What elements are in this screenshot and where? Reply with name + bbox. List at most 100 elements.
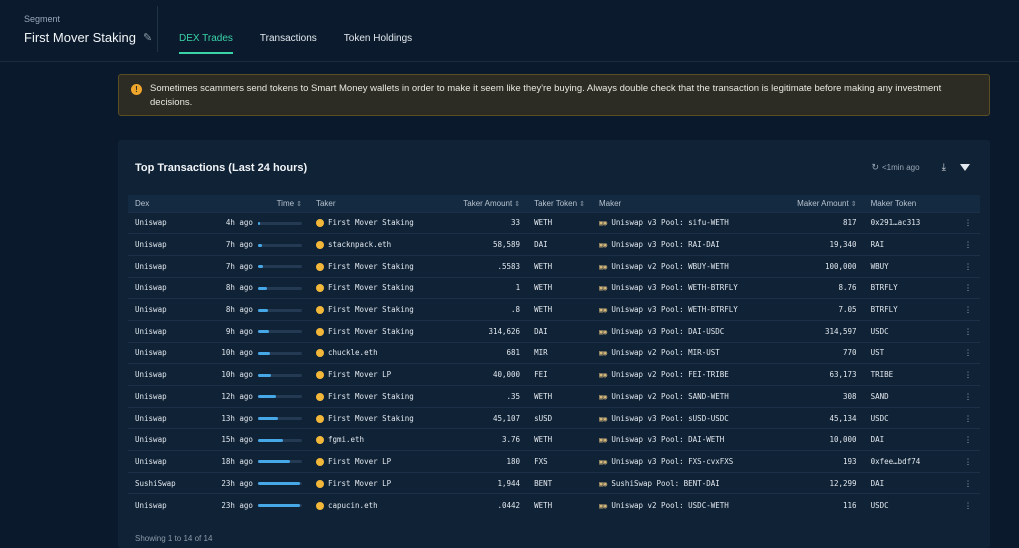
cell-taker-token[interactable]: WETH [527, 211, 592, 234]
table-row[interactable]: Uniswap 23h ago capucin.eth .0442 WETH ▣◉ Unis… [128, 493, 980, 516]
cell-taker[interactable]: First Mover Staking [308, 211, 448, 234]
cell-maker-token[interactable]: 0x291…ac313 [863, 211, 957, 234]
table-row[interactable]: Uniswap 12h ago First Mover Staking .35 WETH… [128, 385, 980, 408]
col-dex[interactable]: Dex [128, 195, 215, 212]
row-menu-icon[interactable]: ⋮ [956, 254, 980, 278]
cell-taker[interactable]: First Mover LP [308, 450, 448, 473]
cell-maker-token[interactable]: DAI [863, 471, 957, 494]
row-menu-icon[interactable]: ⋮ [956, 319, 980, 343]
col-time[interactable]: Time ⇕ [214, 195, 309, 212]
cell-taker-token[interactable]: DAI [527, 233, 592, 256]
col-taker-amount[interactable]: Taker Amount ⇕ [447, 195, 528, 212]
table-row[interactable]: Uniswap 15h ago fgmi.eth 3.76 WETH ▣◉ Uniswap … [128, 428, 980, 451]
row-menu-icon[interactable]: ⋮ [956, 428, 980, 451]
row-menu-icon[interactable]: ⋮ [956, 406, 980, 429]
col-maker[interactable]: Maker [591, 195, 783, 212]
cell-taker-token[interactable]: FEI [527, 363, 592, 386]
cell-taker[interactable]: First Mover LP [308, 471, 448, 494]
row-menu-icon[interactable]: ⋮ [956, 341, 980, 364]
cell-taker-token[interactable]: WETH [527, 385, 592, 408]
cell-taker-token[interactable]: WETH [527, 298, 592, 321]
cell-taker[interactable]: First Mover Staking [308, 385, 448, 408]
table-row[interactable]: Uniswap 10h ago First Mover LP 40,000 FEI ▣◉ U… [128, 363, 980, 386]
cell-maker-token[interactable]: WBUY [863, 254, 957, 278]
row-menu-icon[interactable]: ⋮ [956, 233, 980, 256]
cell-taker[interactable]: First Mover Staking [308, 406, 448, 429]
tab-token-holdings[interactable]: Token Holdings [343, 33, 413, 44]
cell-maker[interactable]: ▣◉ Uniswap v2 Pool: FEI-TRIBE [591, 363, 783, 386]
cell-maker[interactable]: ▣◉ Uniswap v2 Pool: WBUY-WETH [591, 254, 783, 278]
cell-taker[interactable]: First Mover Staking [308, 298, 448, 321]
cell-maker[interactable]: ▣◉ Uniswap v3 Pool: WETH-BTRFLY [591, 276, 783, 299]
cell-maker-token[interactable]: 0xfee…bdf74 [863, 450, 957, 473]
cell-maker[interactable]: ▣◉ Uniswap v3 Pool: sifu-WETH [591, 211, 783, 234]
tab-transactions[interactable]: Transactions [259, 33, 317, 44]
cell-taker[interactable]: First Mover Staking [308, 276, 448, 299]
col-taker[interactable]: Taker [308, 195, 448, 212]
cell-maker[interactable]: ▣◉ Uniswap v2 Pool: MIR-UST [591, 341, 783, 364]
cell-taker[interactable]: stacknpack.eth [308, 233, 448, 256]
col-maker-amount[interactable]: Maker Amount ⇕ [782, 195, 864, 212]
cell-taker-token[interactable]: WETH [527, 254, 592, 278]
col-maker-token[interactable]: Maker Token [863, 195, 957, 212]
cell-taker-token[interactable]: WETH [527, 276, 592, 299]
cell-taker-token[interactable]: BENT [527, 471, 592, 494]
cell-maker-token[interactable]: USDC [863, 319, 957, 343]
table-row[interactable]: Uniswap 18h ago First Mover LP 180 FXS ▣◉ Unis… [128, 450, 980, 473]
table-row[interactable]: Uniswap 7h ago First Mover Staking .5583 WET… [128, 254, 980, 278]
cell-taker[interactable]: First Mover LP [308, 363, 448, 386]
edit-pencil-icon[interactable]: ✎ [142, 32, 153, 44]
row-menu-icon[interactable]: ⋮ [956, 450, 980, 473]
cell-taker[interactable]: First Mover Staking [308, 319, 448, 343]
row-menu-icon[interactable]: ⋮ [956, 211, 980, 234]
cell-maker-token[interactable]: BTRFLY [863, 276, 957, 299]
cell-maker[interactable]: ▣◉ SushiSwap Pool: BENT-DAI [591, 471, 783, 494]
table-row[interactable]: Uniswap 7h ago stacknpack.eth 58,589 DAI ▣◉ Un… [128, 233, 980, 256]
col-taker-token[interactable]: Taker Token ⇕ [527, 195, 592, 212]
cell-maker-token[interactable]: BTRFLY [863, 298, 957, 321]
table-row[interactable]: Uniswap 9h ago First Mover Staking 314,626 D… [128, 319, 980, 343]
tab-dex-trades[interactable]: DEX Trades [179, 33, 233, 54]
cell-taker-token[interactable]: DAI [527, 319, 592, 343]
cell-taker[interactable]: capucin.eth [308, 493, 448, 516]
cell-taker[interactable]: fgmi.eth [308, 428, 448, 451]
row-menu-icon[interactable]: ⋮ [956, 276, 980, 299]
download-icon[interactable]: ⤓ [941, 162, 946, 173]
cell-maker[interactable]: ▣◉ Uniswap v3 Pool: DAI-WETH [591, 428, 783, 451]
cell-maker[interactable]: ▣◉ Uniswap v2 Pool: USDC-WETH [591, 493, 783, 516]
cell-maker[interactable]: ▣◉ Uniswap v3 Pool: sUSD-USDC [591, 406, 783, 429]
cell-taker-token[interactable]: sUSD [527, 406, 592, 429]
table-row[interactable]: Uniswap 4h ago First Mover Staking 33 WETH ▣◉… [128, 211, 980, 234]
table-row[interactable]: SushiSwap 23h ago First Mover LP 1,944 BENT ▣… [128, 471, 980, 494]
refresh-clock-icon[interactable]: ↻ [871, 162, 879, 172]
cell-maker-token[interactable]: UST [863, 341, 957, 364]
cell-taker-token[interactable]: WETH [527, 493, 592, 516]
table-row[interactable]: Uniswap 8h ago First Mover Staking 1 WETH ▣◉ U… [128, 276, 980, 299]
filter-icon[interactable] [960, 164, 970, 171]
row-menu-icon[interactable]: ⋮ [956, 298, 980, 321]
cell-maker-token[interactable]: USDC [863, 493, 957, 516]
cell-maker[interactable]: ▣◉ Uniswap v3 Pool: FXS-cvxFXS [591, 450, 783, 473]
cell-maker[interactable]: ▣◉ Uniswap v3 Pool: WETH-BTRFLY [591, 298, 783, 321]
row-menu-icon[interactable]: ⋮ [956, 471, 980, 494]
cell-maker-token[interactable]: TRIBE [863, 363, 957, 386]
cell-taker[interactable]: First Mover Staking [308, 254, 448, 278]
cell-maker-token[interactable]: SAND [863, 385, 957, 408]
cell-taker-token[interactable]: MIR [527, 341, 592, 364]
cell-maker[interactable]: ▣◉ Uniswap v3 Pool: DAI-USDC [591, 319, 783, 343]
row-menu-icon[interactable]: ⋮ [956, 385, 980, 408]
cell-maker[interactable]: ▣◉ Uniswap v2 Pool: SAND-WETH [591, 385, 783, 408]
cell-maker-amount: 193 [782, 450, 864, 473]
cell-maker-token[interactable]: RAI [863, 233, 957, 256]
table-row[interactable]: Uniswap 8h ago First Mover Staking .8 WETH ▣◉… [128, 298, 980, 321]
cell-taker[interactable]: chuckle.eth [308, 341, 448, 364]
cell-taker-token[interactable]: WETH [527, 428, 592, 451]
cell-maker-token[interactable]: USDC [863, 406, 957, 429]
table-row[interactable]: Uniswap 13h ago First Mover Staking 45,107 s… [128, 406, 980, 429]
row-menu-icon[interactable]: ⋮ [956, 363, 980, 386]
row-menu-icon[interactable]: ⋮ [956, 493, 980, 516]
cell-maker[interactable]: ▣◉ Uniswap v3 Pool: RAI-DAI [591, 233, 783, 256]
table-row[interactable]: Uniswap 10h ago chuckle.eth 681 MIR ▣◉ Uniswap… [128, 341, 980, 364]
cell-taker-token[interactable]: FXS [527, 450, 592, 473]
cell-maker-token[interactable]: DAI [863, 428, 957, 451]
